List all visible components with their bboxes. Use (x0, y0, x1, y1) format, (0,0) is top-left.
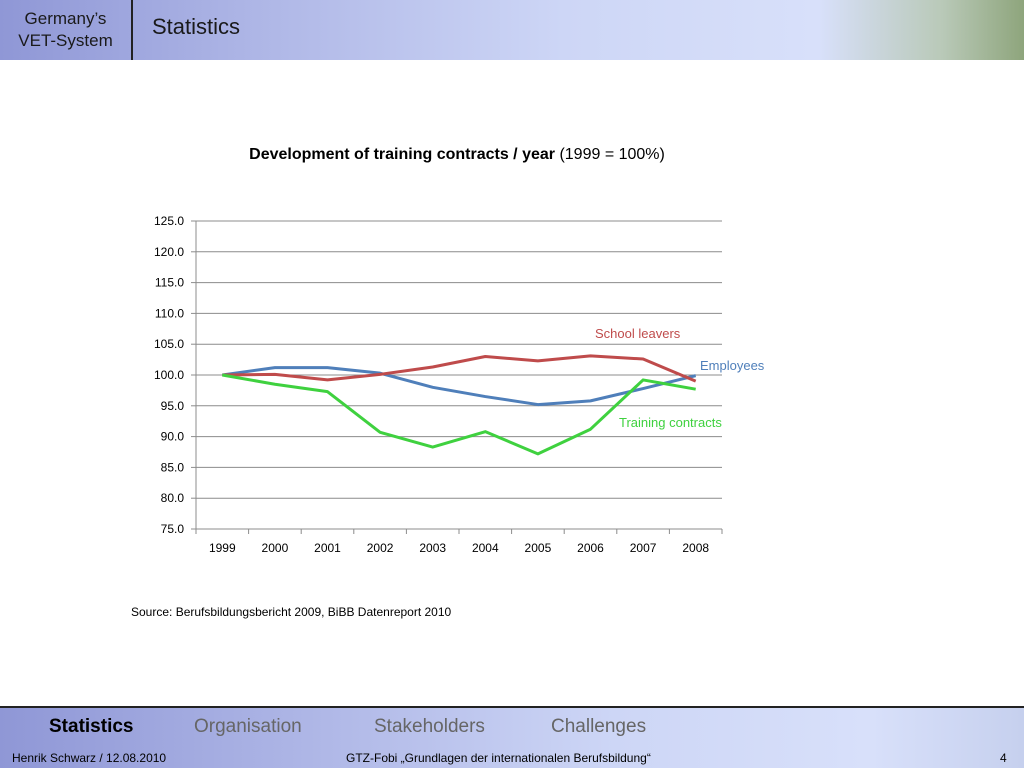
footer-band (0, 708, 1024, 768)
y-tick-label: 85.0 (161, 460, 185, 474)
x-tick-label: 2003 (419, 541, 446, 555)
y-tick-label: 115.0 (155, 276, 184, 290)
chart-title-suffix: (1999 = 100%) (555, 146, 665, 163)
series-label-employees: Employees (700, 358, 765, 373)
y-tick-label: 120.0 (154, 245, 184, 259)
header-band (0, 0, 1024, 60)
series-label-training-contracts: Training contracts (619, 415, 722, 430)
y-tick-label: 95.0 (161, 399, 185, 413)
nav-stakeholders[interactable]: Stakeholders (374, 716, 485, 737)
nav-organisation[interactable]: Organisation (194, 716, 302, 737)
section-label-line2: VET-System (18, 31, 113, 50)
nav-statistics[interactable]: Statistics (49, 716, 134, 737)
x-tick-label: 2006 (577, 541, 604, 555)
y-tick-label: 100.0 (154, 368, 184, 382)
page-title: Statistics (152, 14, 241, 39)
series-line-training-contracts (222, 373, 696, 456)
x-tick-label: 2001 (314, 541, 341, 555)
y-tick-label: 105.0 (154, 337, 184, 351)
series-labels: Employees School leavers Training contract… (595, 326, 765, 430)
series-label-school-leavers: School leavers (595, 326, 681, 341)
x-axis-ticks: 1999 2000 2001 2002 2003 2004 2005 2006 2007 2008 (209, 541, 709, 555)
footer-divider (0, 706, 1024, 708)
chart-axes (191, 220, 723, 534)
y-tick-label: 80.0 (161, 491, 185, 505)
x-tick-label: 2002 (367, 541, 394, 555)
x-tick-label: 2007 (630, 541, 657, 555)
y-tick-label: 90.0 (161, 430, 185, 444)
footer-author: Henrik Schwarz / 12.08.2010 (12, 751, 167, 765)
series-line-school-leavers (222, 354, 697, 383)
footer-course: GTZ-Fobi „Grundlagen der internationalen… (346, 751, 651, 765)
chart-series (222, 354, 697, 456)
source-note: Source: Berufsbildungsbericht 2009, BiBB… (131, 605, 452, 619)
y-axis-ticks: 75.0 80.0 85.0 90.0 95.0 100.0 105.0 110.0 115.0… (154, 214, 184, 536)
x-tick-label: 2005 (525, 541, 552, 555)
header-divider (131, 0, 133, 60)
y-tick-label: 110.0 (155, 306, 184, 320)
chart-title: Development of training contracts / year… (0, 146, 914, 164)
section-label: Germany’s VET-System (0, 0, 131, 60)
x-tick-label: 1999 (209, 541, 236, 555)
page-number: 4 (1000, 751, 1007, 765)
y-tick-label: 125.0 (154, 214, 184, 228)
x-tick-label: 2000 (262, 541, 289, 555)
y-tick-label: 75.0 (161, 522, 185, 536)
x-tick-label: 2008 (682, 541, 709, 555)
chart-title-main: Development of training contracts / year (249, 146, 555, 163)
series-line-employees (222, 366, 697, 407)
x-tick-label: 2004 (472, 541, 499, 555)
section-label-line1: Germany’s (24, 9, 107, 28)
nav-challenges[interactable]: Challenges (551, 716, 647, 737)
